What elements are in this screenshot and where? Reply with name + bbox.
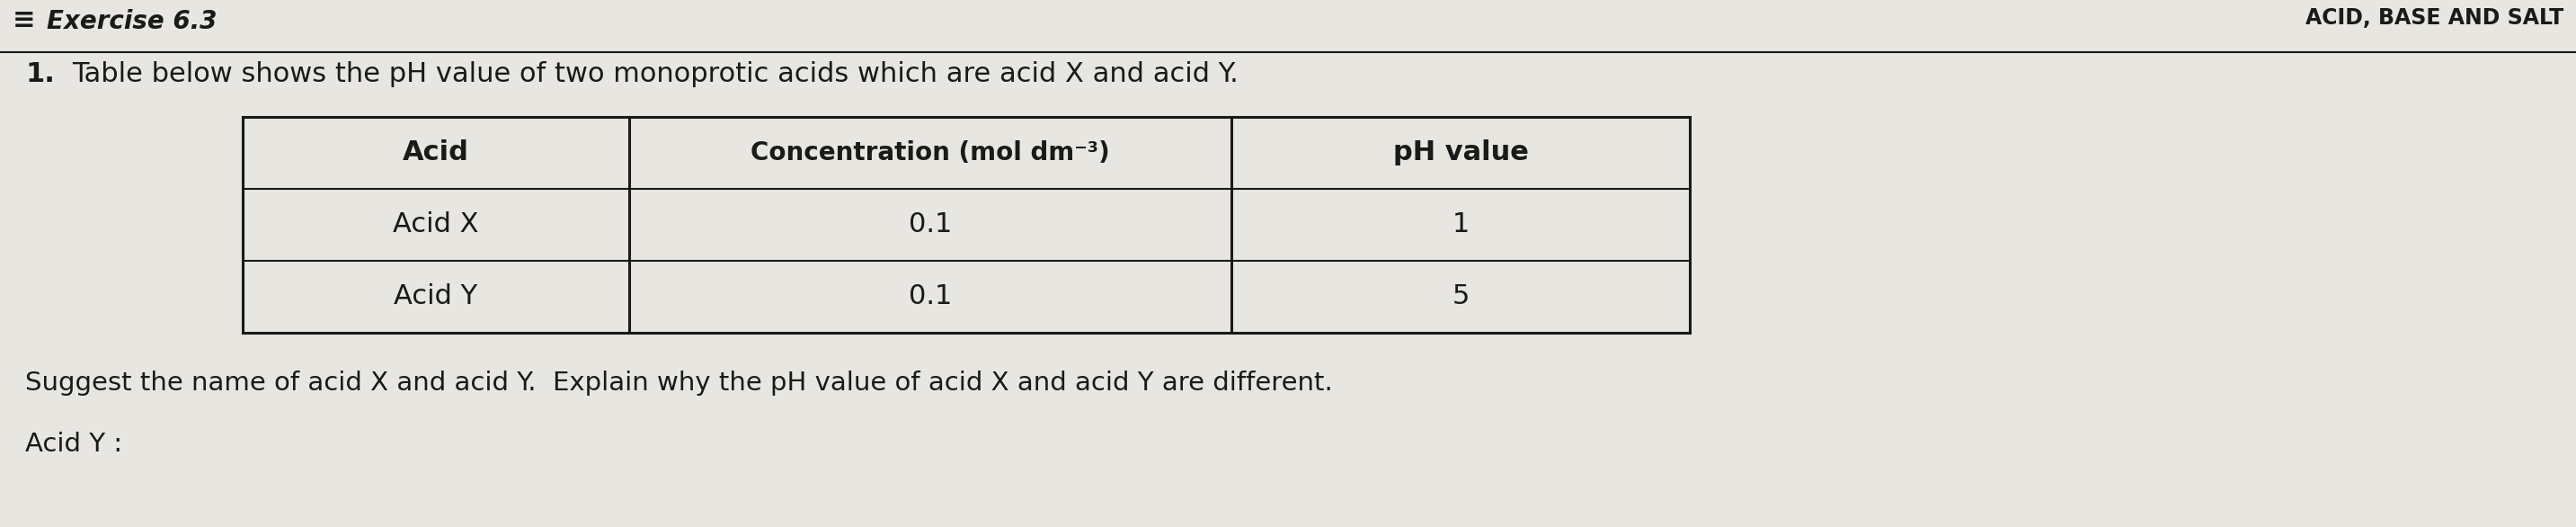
Text: 0.1: 0.1 bbox=[909, 212, 953, 238]
Text: pH value: pH value bbox=[1394, 140, 1528, 166]
Text: ≡: ≡ bbox=[13, 7, 36, 33]
Text: Acid Y :: Acid Y : bbox=[26, 432, 121, 457]
Text: 0.1: 0.1 bbox=[909, 284, 953, 310]
Text: 1.: 1. bbox=[26, 61, 54, 87]
Text: Exercise 6.3: Exercise 6.3 bbox=[46, 9, 216, 34]
Text: 1: 1 bbox=[1453, 212, 1468, 238]
Text: Suggest the name of acid X and acid Y.  Explain why the pH value of acid X and a: Suggest the name of acid X and acid Y. E… bbox=[26, 370, 1332, 396]
Text: Acid: Acid bbox=[402, 140, 469, 166]
Text: Acid Y: Acid Y bbox=[394, 284, 477, 310]
Text: Concentration (mol dm⁻³): Concentration (mol dm⁻³) bbox=[750, 140, 1110, 165]
Text: Acid X: Acid X bbox=[394, 212, 479, 238]
Text: ACID, BASE AND SALT: ACID, BASE AND SALT bbox=[2306, 7, 2563, 29]
Text: 5: 5 bbox=[1453, 284, 1468, 310]
Text: Table below shows the pH value of two monoprotic acids which are acid X and acid: Table below shows the pH value of two mo… bbox=[72, 61, 1239, 87]
